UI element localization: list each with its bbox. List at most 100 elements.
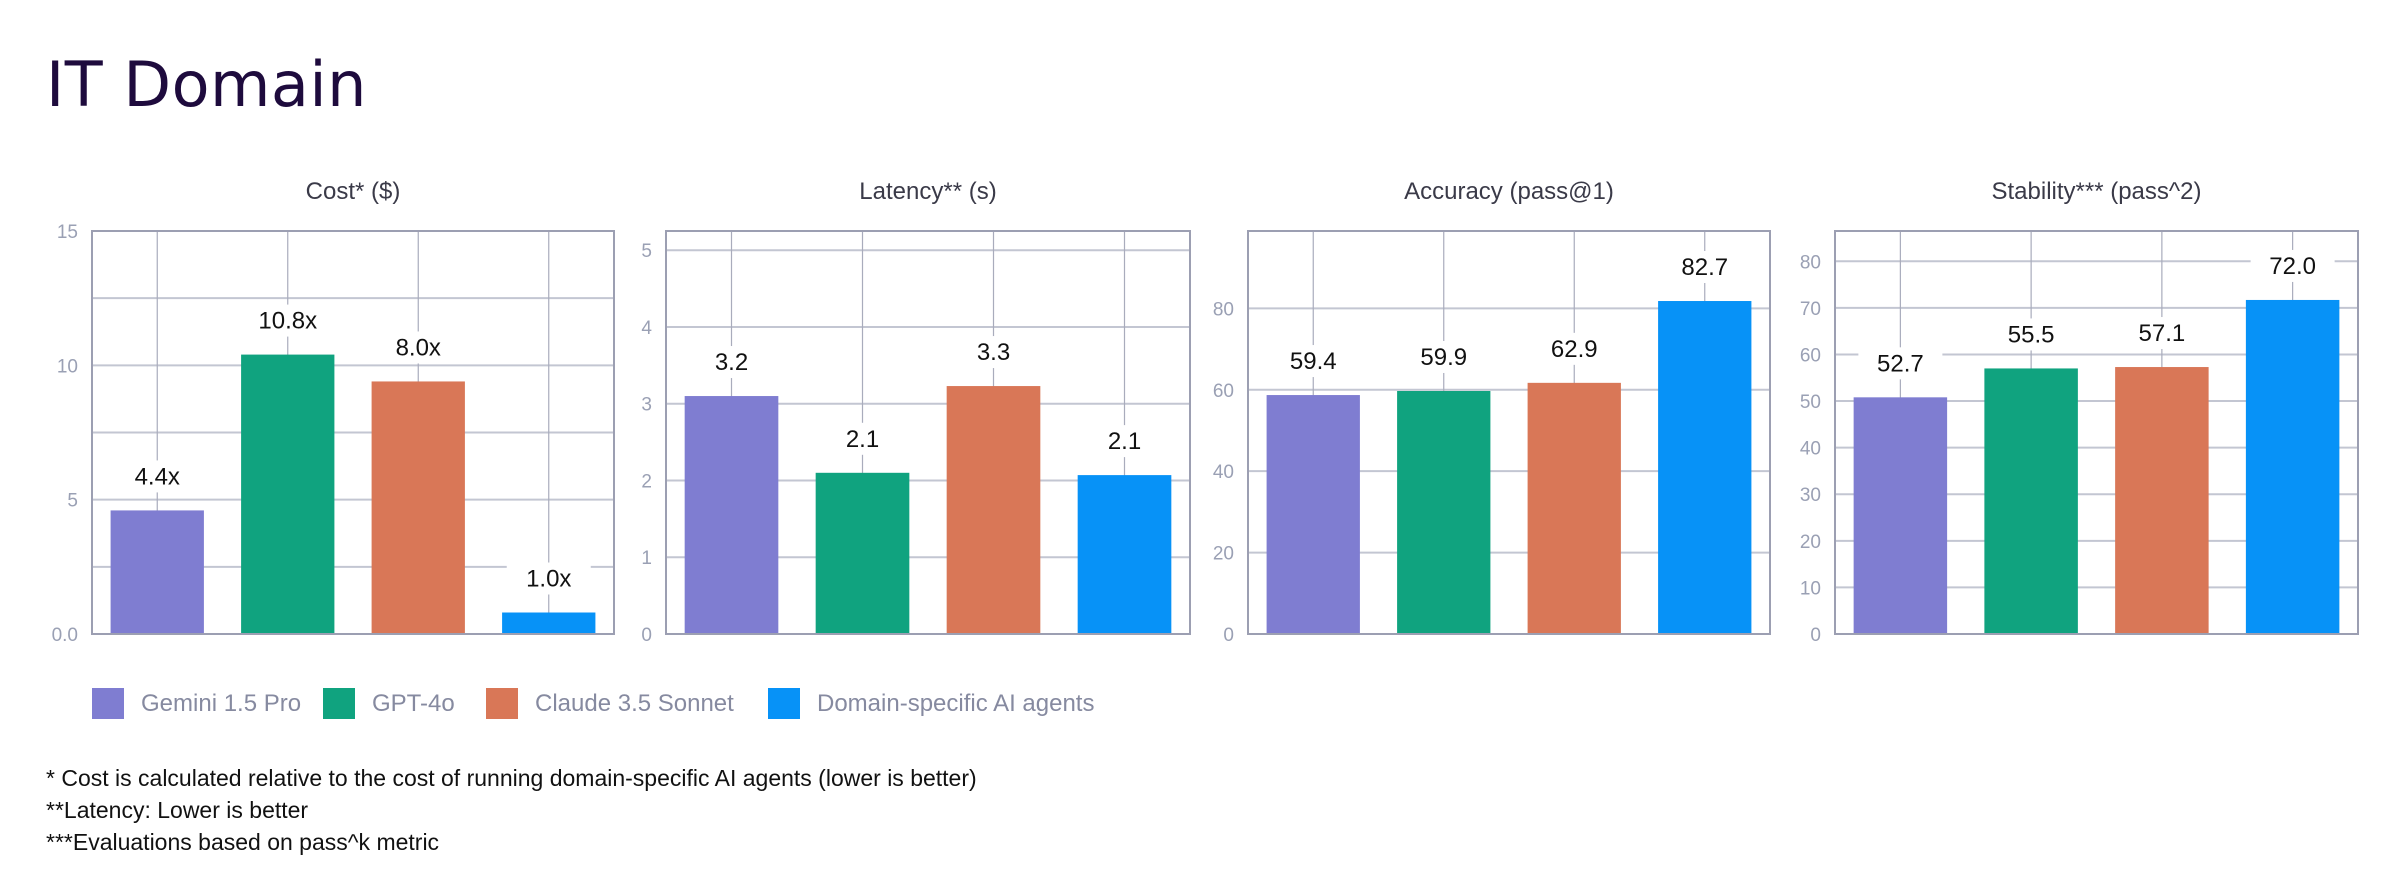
bar-chart-0: Cost* ($) 0.0 5 10 15 4.4x 10.8x 8.0x 1.0x — [52, 178, 615, 646]
legend-label: Domain-specific AI agents — [817, 689, 1095, 717]
chart-title: Latency** (s) — [859, 178, 996, 205]
legend-item-domain-agents: Domain-specific AI agents — [768, 688, 1094, 719]
footnote-evaluations: ***Evaluations based on pass^k metric — [46, 829, 440, 855]
data-label: 1.0x — [526, 566, 571, 593]
data-label: 55.5 — [2008, 321, 2055, 348]
data-label: 3.3 — [977, 339, 1010, 366]
data-label-background — [1271, 345, 1356, 378]
legend-swatch — [92, 688, 124, 719]
y-tick-label: 0 — [1223, 625, 1234, 646]
bar-chart-1: Latency** (s) 0 1 2 3 4 5 3.2 2.1 3.3 2.1 — [641, 178, 1191, 646]
data-label-background — [2119, 317, 2204, 350]
y-tick-label: 60 — [1800, 345, 1821, 366]
data-label: 8.0x — [396, 334, 441, 361]
data-label-background — [1989, 318, 2074, 351]
bar — [1266, 395, 1360, 634]
data-label: 10.8x — [258, 308, 317, 335]
bar — [946, 386, 1041, 634]
data-label: 62.9 — [1551, 336, 1598, 363]
y-tick-label: 80 — [1800, 252, 1821, 273]
data-label: 2.1 — [846, 426, 879, 453]
data-label-background — [245, 304, 330, 337]
y-tick-label: 50 — [1800, 392, 1821, 413]
legend-item-gpt4o: GPT-4o — [323, 688, 455, 719]
data-label: 4.4x — [135, 463, 180, 490]
y-tick-label: 0.0 — [52, 625, 78, 646]
legend-swatch — [486, 688, 518, 719]
data-label: 72.0 — [2269, 253, 2316, 280]
y-tick-label: 10 — [57, 356, 78, 377]
legend-item-claude: Claude 3.5 Sonnet — [486, 688, 734, 719]
bar — [1077, 475, 1172, 634]
legend-swatch — [768, 688, 800, 719]
bar — [684, 396, 779, 634]
data-label-background — [1662, 251, 1747, 284]
page-title: IT Domain — [46, 48, 367, 121]
plot-frame — [91, 230, 615, 635]
y-tick-label: 30 — [1800, 485, 1821, 506]
y-tick-label: 40 — [1213, 462, 1234, 483]
data-label-background — [951, 336, 1036, 369]
data-label-background — [689, 346, 774, 379]
data-label-background — [376, 331, 461, 364]
bar — [1984, 368, 2078, 634]
y-tick-label: 3 — [641, 395, 652, 416]
y-tick-label: 5 — [67, 491, 78, 512]
data-label-background — [506, 562, 591, 595]
data-label: 59.9 — [1420, 344, 1467, 371]
data-label-background — [820, 422, 905, 455]
plot-frame — [665, 230, 1191, 635]
y-tick-label: 60 — [1213, 381, 1234, 402]
data-label-background — [2250, 249, 2335, 282]
bar — [2245, 299, 2340, 634]
bar — [815, 472, 910, 634]
bar-chart-3: Stability*** (pass^2) 0 10 20 30 40 50 60 70 80 52… — [1800, 178, 2359, 646]
plot-frame — [1247, 230, 1771, 635]
y-tick-label: 40 — [1800, 439, 1821, 460]
y-tick-label: 2 — [641, 471, 652, 492]
footnotes: * Cost is calculated relative to the cos… — [46, 762, 977, 858]
y-tick-label: 80 — [1213, 299, 1234, 320]
legend-swatch — [323, 688, 355, 719]
bar — [241, 354, 335, 634]
data-label: 52.7 — [1877, 350, 1924, 377]
plot-frame — [1834, 230, 2359, 635]
bar-chart-2: Accuracy (pass@1) 0 20 40 60 80 59.4 59.9 62.9 82… — [1213, 178, 1771, 646]
data-label-background — [1082, 425, 1167, 458]
legend-label: Gemini 1.5 Pro — [141, 689, 302, 717]
legend-label: Claude 3.5 Sonnet — [535, 689, 734, 717]
footnote-latency: **Latency: Lower is better — [46, 797, 309, 823]
bar — [371, 381, 465, 634]
chart-title: Stability*** (pass^2) — [1991, 178, 2201, 205]
data-label: 2.1 — [1108, 428, 1141, 455]
y-tick-label: 4 — [641, 318, 652, 339]
data-label-background — [1401, 340, 1486, 373]
data-label-background — [1532, 332, 1617, 365]
data-label: 59.4 — [1290, 348, 1337, 375]
legend-label: GPT-4o — [372, 689, 455, 717]
bar — [502, 612, 596, 634]
chart-title: Accuracy (pass@1) — [1404, 178, 1614, 205]
bar — [110, 510, 204, 634]
y-tick-label: 0 — [641, 625, 652, 646]
chart-title: Cost* ($) — [306, 178, 401, 205]
bar — [2115, 367, 2209, 634]
y-tick-label: 15 — [57, 222, 78, 243]
data-label: 3.2 — [715, 349, 748, 376]
footnote-cost: * Cost is calculated relative to the cos… — [46, 765, 977, 791]
bar — [1397, 390, 1491, 634]
legend-item-gemini: Gemini 1.5 Pro — [92, 688, 301, 719]
data-label-background — [1858, 347, 1943, 380]
bar — [1527, 382, 1621, 634]
data-label-background — [115, 460, 200, 493]
data-label: 82.7 — [1681, 254, 1728, 281]
y-tick-label: 20 — [1800, 532, 1821, 553]
bar — [1658, 301, 1752, 634]
y-tick-label: 70 — [1800, 299, 1821, 320]
data-label: 57.1 — [2139, 320, 2186, 347]
y-tick-label: 0 — [1810, 625, 1821, 646]
y-tick-label: 10 — [1800, 578, 1821, 599]
y-tick-label: 20 — [1213, 544, 1234, 565]
y-tick-label: 5 — [641, 241, 652, 262]
